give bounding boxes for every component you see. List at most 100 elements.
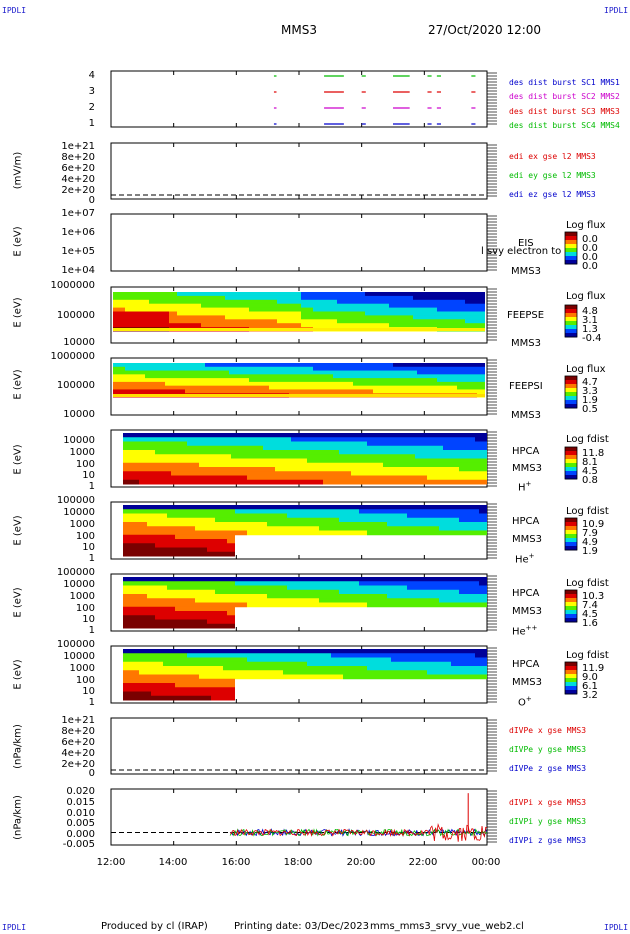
feepse-cell xyxy=(225,328,229,331)
hpca-he2-cell xyxy=(199,606,203,612)
hpca-h-cell xyxy=(343,471,347,476)
feepse-cell xyxy=(197,323,201,328)
hpca-he2-cell xyxy=(275,594,279,599)
feepsi-cell xyxy=(269,385,273,390)
hpca-he2-cell xyxy=(319,585,323,591)
hpca-h-cell xyxy=(131,450,135,455)
feepsi-cell xyxy=(293,363,297,368)
feepsi-cell xyxy=(205,374,209,379)
hpca-h-cell xyxy=(175,441,179,447)
feepsi-cell xyxy=(425,370,429,375)
feepse-cell xyxy=(197,307,201,312)
hpca-he2-cell xyxy=(363,581,367,586)
feepsi-cell xyxy=(413,378,417,383)
hpca-he-cell xyxy=(231,534,235,540)
feepse-cell xyxy=(477,299,481,305)
hpca-he2-cell xyxy=(255,594,259,599)
hpca-he-cell xyxy=(247,522,251,527)
feepse-cell xyxy=(301,292,305,297)
hpca-h-cell xyxy=(179,433,183,438)
hpca-he-cell xyxy=(135,517,139,523)
hpca-h-cell xyxy=(475,441,479,447)
hpca-he-cell xyxy=(215,513,219,519)
hpca-he-cell xyxy=(207,526,211,531)
hpca-h-cell xyxy=(319,471,323,476)
hpca-h-cell xyxy=(219,458,223,464)
feepsi-cell xyxy=(321,363,325,368)
feepsi-cell xyxy=(193,363,197,368)
feepsi-cell xyxy=(401,363,405,368)
feepsi-cell xyxy=(257,366,261,372)
hpca-h-cell xyxy=(167,441,171,447)
hpca-h-cell xyxy=(351,433,355,438)
hpca-h-cell xyxy=(355,458,359,464)
feepse-cell xyxy=(277,295,281,301)
feepse-cell xyxy=(465,315,469,320)
hpca-he2-cell xyxy=(335,598,339,603)
feepsi-cell xyxy=(197,381,201,387)
feepse-cell xyxy=(285,311,289,316)
feepsi-cell xyxy=(433,389,437,394)
hpca-he2-cell xyxy=(187,623,191,629)
feepsi-cell xyxy=(437,394,441,397)
hpca-he2-cell xyxy=(223,602,227,608)
feepsi-cell xyxy=(257,374,261,379)
hpca-he-cell xyxy=(159,534,163,540)
feepse-cell xyxy=(197,315,201,320)
hpca-he2-cell xyxy=(319,577,323,582)
feepsi-cell xyxy=(133,363,137,368)
feepsi-cell xyxy=(201,389,205,394)
hpca-h-cell xyxy=(263,437,267,442)
feepsi-cell xyxy=(425,366,429,372)
hpca-he-cell xyxy=(375,522,379,527)
feepse-cell xyxy=(201,299,205,305)
feepsi-cell xyxy=(225,381,229,387)
hpca-he2-cell xyxy=(155,611,159,616)
feepsi-cell xyxy=(397,385,401,390)
feepsi-cell xyxy=(409,381,413,387)
hpca-he2-cell xyxy=(143,611,147,616)
feepse-cell xyxy=(449,315,453,320)
feepsi-cell xyxy=(277,381,281,387)
hpca-he2-cell xyxy=(147,602,151,608)
feepsi-cell xyxy=(369,385,373,390)
hpca-he2-cell xyxy=(415,589,419,595)
feepsi-cell xyxy=(197,394,201,397)
feepsi-cell xyxy=(425,394,429,397)
feepsi-cell xyxy=(309,378,313,383)
hpca-h-cell xyxy=(483,441,487,447)
hpca-he-cell xyxy=(151,530,155,536)
feepsi-cell xyxy=(317,385,321,390)
hpca-he2-cell xyxy=(359,594,363,599)
feepse-cell xyxy=(401,292,405,297)
feepse-cell xyxy=(397,328,401,331)
feepse-cell xyxy=(285,323,289,328)
feepse-cell xyxy=(321,319,325,324)
hpca-h-cell xyxy=(423,445,427,451)
hpca-he2-cell xyxy=(331,598,335,603)
hpca-h-cell xyxy=(291,475,295,481)
hpca-h-cell xyxy=(207,479,211,485)
feepse-cell xyxy=(365,307,369,312)
hpca-h-cell xyxy=(183,445,187,451)
hpca-h-cell xyxy=(307,437,311,442)
hpca-h-cell xyxy=(471,467,475,472)
feepse-cell xyxy=(461,328,465,331)
hpca-he-cell xyxy=(383,509,387,514)
hpca-he2-cell xyxy=(443,598,447,603)
hpca-h-cell xyxy=(239,454,243,459)
hpca-he-cell xyxy=(147,543,151,548)
feepsi-cell xyxy=(249,363,253,368)
feepsi-cell xyxy=(221,370,225,375)
hpca-he-cell xyxy=(235,505,239,510)
feepse-cell xyxy=(209,303,213,309)
feepsi-cell xyxy=(185,394,189,397)
hpca-h-cell xyxy=(155,437,159,442)
hpca-he2-cell xyxy=(367,602,371,608)
feepsi-cell xyxy=(365,366,369,372)
feepsi-cell xyxy=(385,389,389,394)
hpca-he2-cell xyxy=(263,594,267,599)
feepse-cell xyxy=(261,299,265,305)
hpca-he2-cell xyxy=(131,623,135,629)
feepse-cell xyxy=(141,299,145,305)
